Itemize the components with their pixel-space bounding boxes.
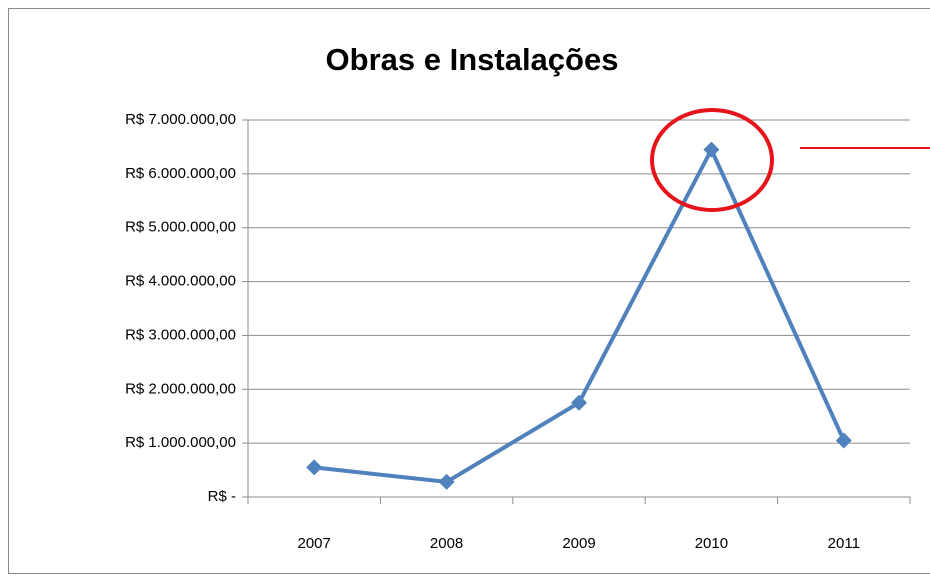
x-tick-label: 2011 [828, 535, 860, 552]
marker [571, 394, 587, 411]
y-tick-label: R$ 5.000.000,00 [125, 219, 236, 236]
y-tick-label: R$ 6.000.000,00 [125, 165, 236, 182]
marker [835, 432, 852, 449]
y-tick-label: R$ 2.000.000,00 [125, 380, 236, 397]
chart-title: Obras e Instalações [326, 42, 619, 77]
chart-frame [8, 8, 930, 574]
y-tick-label: R$ - [208, 488, 236, 505]
highlight-circle [650, 108, 774, 212]
marker [703, 141, 720, 158]
marker [438, 473, 455, 490]
y-tick-label: R$ 7.000.000,00 [125, 111, 236, 128]
x-tick-label: 2009 [562, 535, 595, 552]
y-tick-label: R$ 1.000.000,00 [125, 434, 236, 451]
x-tick-label: 2010 [695, 535, 728, 552]
y-tick-label: R$ 4.000.000,00 [125, 273, 236, 290]
marker [306, 459, 323, 476]
plot-area: R$ - R$ 1.000.000,00 R$ 2.000.000,00 R$ 3.0… [125, 111, 911, 552]
y-tick-label: R$ 3.000.000,00 [125, 326, 236, 343]
x-tick-label: 2007 [298, 535, 331, 552]
x-tick-label: 2008 [430, 535, 463, 552]
